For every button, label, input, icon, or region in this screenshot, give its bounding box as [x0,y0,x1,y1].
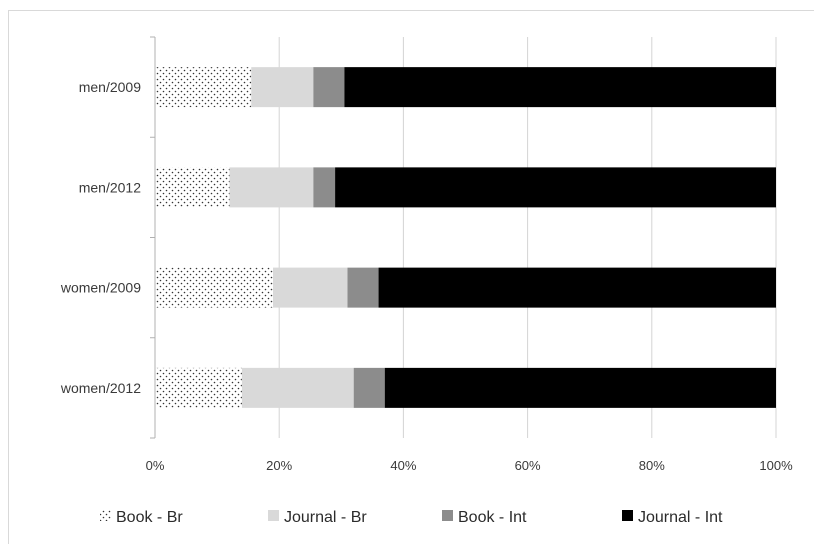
bar-women-2012-journal-br [241,367,354,408]
bar-women-2009-book-br [155,267,273,308]
x-tick-label: 40% [390,458,416,473]
x-tick-label: 0% [146,458,165,473]
y-category-label: men/2009 [79,79,141,95]
legend-swatch-book-br [100,510,111,521]
bar-men-2009-book-br [155,67,252,108]
x-tick-label: 80% [639,458,665,473]
bar-men-2009-journal-br [251,67,314,108]
chart-frame [8,10,814,544]
bar-women-2009-book-int [347,267,379,308]
bar-women-2012-book-int [353,367,385,408]
axes: 0% 20% 40% 60% 80% 100% men/2009 men/2012 women/… [60,36,793,473]
x-tick-label: 100% [759,458,793,473]
bars [155,67,776,408]
legend: Book - Br Journal - Br Book - Int Journal -… [100,509,723,526]
legend-label-book-br: Book - Br [116,509,183,526]
legend-label-journal-int: Journal - Int [638,509,723,526]
y-category-label: women/2009 [60,280,141,296]
bar-women-2012-book-br [155,367,242,408]
bar-women-2009-journal-int [378,267,776,308]
bar-women-2009-journal-br [272,267,348,308]
legend-swatch-book-int [442,510,453,521]
y-category-label: women/2012 [60,380,141,396]
bar-women-2012-journal-int [384,367,776,408]
y-category-label: men/2012 [79,179,141,195]
x-tick-label: 60% [515,458,541,473]
x-tick-label: 20% [266,458,292,473]
legend-label-journal-br: Journal - Br [284,509,367,526]
bar-men-2012-journal-br [229,167,314,208]
bar-men-2009-book-int [313,67,345,108]
bar-men-2012-book-br [155,167,230,208]
bar-men-2012-book-int [313,167,336,208]
legend-swatch-journal-int [622,510,633,521]
bar-men-2009-journal-int [344,67,776,108]
legend-swatch-journal-br [268,510,279,521]
bar-men-2012-journal-int [335,167,776,208]
legend-label-book-int: Book - Int [458,509,527,526]
